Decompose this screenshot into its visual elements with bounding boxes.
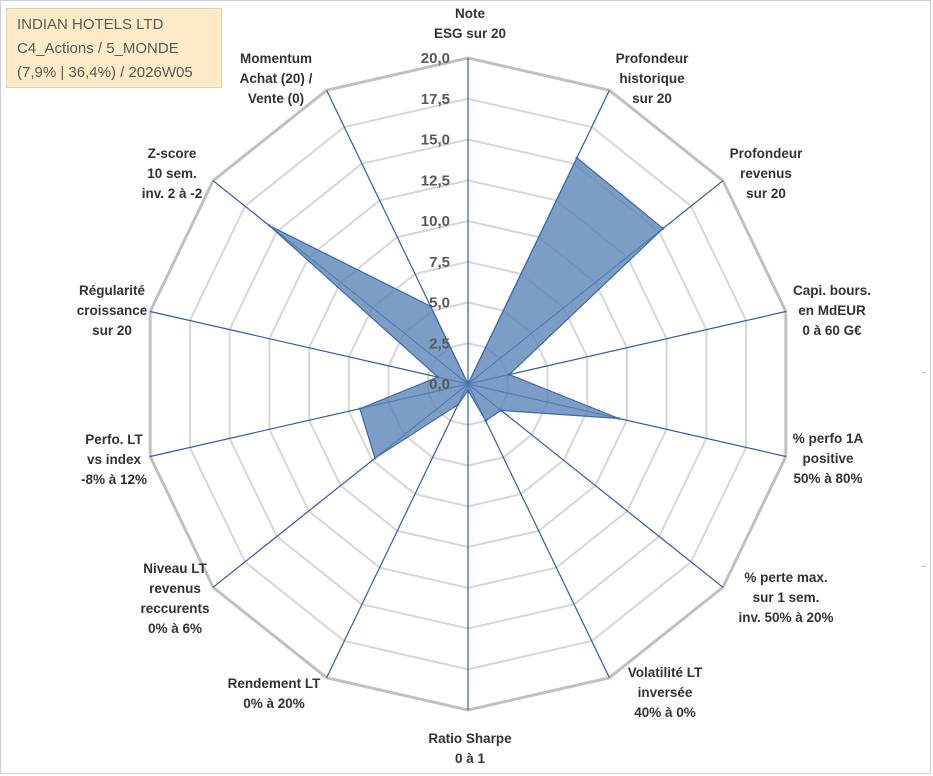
tick-label: 2,5 (429, 335, 450, 352)
axis-label: Rendement LT 0% à 20% (228, 676, 322, 711)
edge-tick-mark (921, 372, 926, 373)
series-point (507, 373, 511, 377)
tick-label: 0,0 (429, 376, 450, 393)
info-box: INDIAN HOTELS LTD C4_Actions / 5_MONDE (… (6, 8, 222, 88)
category-text: C4_Actions / 5_MONDE (17, 40, 179, 57)
axis-label: Profondeur revenus sur 20 (730, 146, 803, 201)
series-point (429, 304, 432, 308)
axis-label: Perfo. LT vs index -8% à 12% (81, 432, 147, 487)
series-point (456, 403, 460, 407)
axis-spoke (467, 310, 786, 385)
axis-spoke (150, 310, 469, 385)
tick-label: 15,0 (421, 132, 450, 149)
axis-label: % perfo 1A positive 50% à 80% (793, 431, 864, 486)
series-point (436, 375, 440, 379)
axis-label: Capi. bours. en MdEUR 0 à 60 G€ (793, 283, 871, 338)
axis-spoke (467, 383, 724, 588)
series-point (358, 407, 362, 411)
tick-label: 20,0 (421, 50, 450, 67)
radar-series (267, 156, 665, 460)
tick-label: 12,5 (421, 172, 450, 189)
series-point (466, 389, 470, 392)
axis-label: Volatilité LT inversée 40% à 0% (628, 665, 703, 720)
series-point (267, 224, 271, 227)
axis-spoke (326, 383, 469, 678)
edge-tick-mark (921, 566, 926, 567)
axis-label: Régularité croissance sur 20 (77, 283, 148, 338)
axis-label: Momentum Achat (20) / Vente (0) (240, 51, 313, 106)
series-point (575, 156, 579, 160)
series-point (373, 456, 377, 460)
series-point (499, 408, 503, 412)
tick-label: 5,0 (429, 295, 450, 312)
tick-label: 10,0 (421, 213, 450, 230)
tick-label: 17,5 (421, 91, 450, 108)
axis-label: Niveau LT revenus reccurents 0% à 6% (140, 561, 209, 636)
stats-text: (7,9% | 36,4%) / 2026W05 (17, 64, 193, 81)
series-point (484, 419, 488, 423)
axis-spoke (467, 383, 610, 678)
axis-label: Z-score 10 sem. inv. 2 à -2 (142, 146, 203, 201)
series-point (617, 417, 621, 420)
axis-label: Profondeur historique sur 20 (616, 51, 689, 106)
radar-axis-labels: Note ESG sur 20 Profondeur historique sur 20… (77, 6, 871, 766)
series-point (661, 227, 665, 230)
axis-label: Note ESG sur 20 (434, 6, 506, 41)
company-name: INDIAN HOTELS LTD (17, 16, 164, 33)
radar-tick-labels: 0,0 2,5 5,0 7,5 10,0 12,5 15,0 17,5 20,0 (421, 50, 450, 393)
axis-label: Ratio Sharpe 0 à 1 (428, 731, 512, 766)
tick-label: 7,5 (429, 254, 450, 271)
axis-label: % perte max. sur 1 sem. inv. 50% à 20% (738, 570, 833, 625)
series-point (466, 382, 470, 386)
